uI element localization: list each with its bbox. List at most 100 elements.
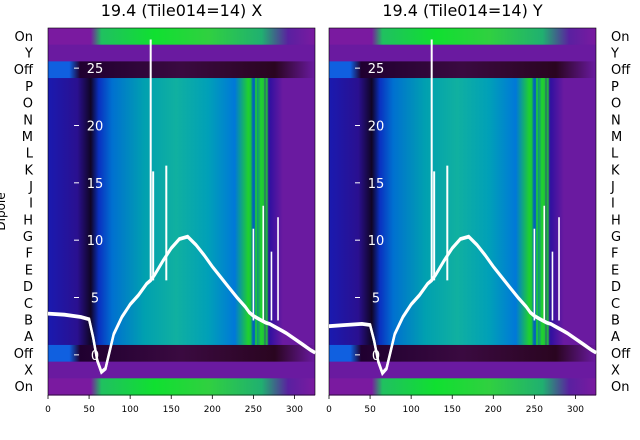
- dipole-label: A: [611, 330, 620, 345]
- dipole-label: X: [24, 363, 33, 378]
- heatmap-row: [329, 144, 596, 163]
- dipole-label: O: [23, 97, 33, 112]
- overlay-line: [47, 236, 316, 375]
- dipole-label: A: [24, 330, 33, 345]
- heatmap-row: [48, 28, 315, 46]
- dipole-label: X: [611, 363, 620, 378]
- dipole-label: E: [25, 263, 33, 278]
- heatmap-row: [48, 378, 315, 396]
- panel-2: 19.4 (Tile014=14) YOnYOffPONMLKJIHGFEDCB…: [326, 1, 631, 415]
- overlay-y-tick-label: 10: [87, 234, 104, 249]
- heatmap-row: [48, 128, 315, 146]
- overlay-y-tick-label: 10: [368, 234, 385, 249]
- dipole-label: C: [611, 297, 620, 312]
- streak: [546, 78, 549, 345]
- overlay-lines: [47, 39, 316, 375]
- dipole-label: Off: [14, 63, 34, 78]
- overlay-y-tick-label: 25: [87, 62, 104, 77]
- x-tick-label: 50: [364, 405, 376, 415]
- heatmap-row: [329, 328, 596, 346]
- panel-1: 19.4 (Tile014=14) XOnYOffPONMLKJIHGFEDCB…: [0, 1, 316, 415]
- overlay-y-tick-label: 15: [368, 177, 385, 192]
- dipole-label: M: [22, 130, 33, 145]
- heatmap-row: [48, 144, 315, 163]
- overlay-y-tick-label: 15: [87, 177, 104, 192]
- heatmap-row: [329, 94, 596, 113]
- dipole-label: G: [611, 230, 621, 245]
- dipole-label: N: [23, 113, 33, 128]
- heatmap-row: [329, 211, 596, 229]
- heatmap-row: [329, 128, 596, 146]
- dipole-label: H: [23, 213, 33, 228]
- dipole-label: H: [611, 213, 621, 228]
- dipole-label: Y: [24, 47, 33, 62]
- heatmap-row: [48, 44, 315, 62]
- heatmap-row: [329, 311, 596, 329]
- heatmap-row: [329, 344, 596, 363]
- dipole-label: Y: [610, 47, 619, 62]
- dipole-label: I: [29, 197, 33, 212]
- dipole-label: G: [23, 230, 33, 245]
- dipole-label: D: [23, 280, 33, 295]
- dipole-label: J: [28, 180, 33, 195]
- streak: [259, 78, 264, 345]
- dipole-label: E: [611, 263, 619, 278]
- heatmap-row: [329, 44, 596, 62]
- streak: [529, 78, 533, 345]
- overlay-y-tick-label: 20: [87, 119, 104, 134]
- dipole-label: J: [610, 180, 615, 195]
- dipole-label: B: [24, 313, 33, 328]
- x-tick-label: 100: [122, 405, 139, 415]
- streak: [255, 78, 258, 345]
- dipole-label: L: [26, 147, 34, 162]
- dipole-label: K: [24, 163, 33, 178]
- heatmap-row: [329, 178, 596, 196]
- x-tick-label: 150: [444, 405, 461, 415]
- heatmap-row: [48, 311, 315, 329]
- overlay-y-tick-label: 20: [368, 119, 385, 134]
- dipole-label: On: [15, 30, 33, 45]
- x-tick-label: 300: [567, 405, 584, 415]
- dipole-label: P: [25, 80, 33, 95]
- dipole-label: N: [611, 113, 621, 128]
- dipole-label: C: [24, 297, 33, 312]
- streak: [540, 78, 545, 345]
- panel-title: 19.4 (Tile014=14) Y: [382, 1, 543, 20]
- heatmap-row: [329, 28, 596, 46]
- heatmap-row: [48, 328, 315, 346]
- dipole-label: B: [611, 313, 620, 328]
- overlay-y-tick-label: 25: [368, 62, 385, 77]
- x-tick-label: 50: [83, 405, 95, 415]
- dipole-label: M: [611, 130, 622, 145]
- heatmap-row: [329, 361, 596, 379]
- panels: 19.4 (Tile014=14) XOnYOffPONMLKJIHGFEDCB…: [0, 1, 631, 415]
- x-tick-label: 0: [326, 405, 332, 415]
- panel-title: 19.4 (Tile014=14) X: [101, 1, 263, 20]
- streak: [265, 78, 268, 345]
- dipole-label: K: [611, 163, 620, 178]
- heatmap-row: [329, 244, 596, 263]
- heatmap-row: [48, 361, 315, 379]
- heatmap-row: [48, 111, 315, 129]
- heatmap-row: [329, 261, 596, 279]
- heatmap-row: [48, 261, 315, 279]
- heatmap-row: [329, 61, 596, 79]
- heatmap-row: [329, 378, 596, 396]
- axes-frame: [47, 27, 316, 396]
- dipole-label: P: [611, 80, 619, 95]
- overlay-y-tick-label: 0: [91, 349, 99, 364]
- overlay-y-tick-label: 5: [372, 292, 380, 307]
- x-tick-label: 150: [163, 405, 180, 415]
- heatmap-row: [48, 94, 315, 113]
- heatmap-row: [48, 194, 315, 213]
- x-tick-label: 300: [286, 405, 303, 415]
- x-tick-label: 200: [204, 405, 221, 415]
- dipole-label: Off: [611, 63, 631, 78]
- dipole-label: On: [611, 30, 629, 45]
- overlay-lines: [328, 39, 597, 377]
- heatmap-row: [329, 194, 596, 213]
- dipole-label: On: [611, 380, 629, 395]
- heatmap: [48, 28, 315, 396]
- overlay-line: [328, 236, 597, 377]
